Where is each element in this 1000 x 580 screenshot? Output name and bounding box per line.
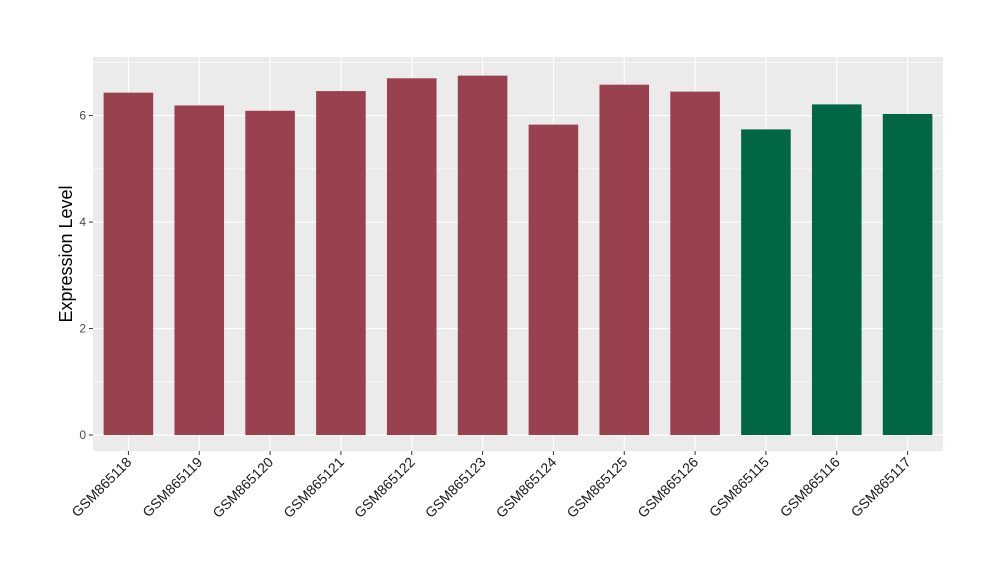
x-tick-label: GSM865119: [139, 454, 205, 520]
bar-gsm865122: [386, 78, 437, 436]
x-tick-label: GSM865115: [706, 454, 772, 520]
y-tick-label: 4: [79, 215, 86, 229]
y-axis-title: Expression Level: [56, 185, 76, 322]
x-tick-label: GSM865125: [563, 454, 630, 521]
bar-gsm865124: [528, 124, 579, 436]
x-tick-label: GSM865123: [422, 454, 489, 521]
bar-gsm865119: [174, 105, 225, 436]
bar-gsm865121: [316, 91, 366, 436]
x-tick-label: GSM865122: [351, 454, 418, 521]
panel-background: [93, 57, 943, 451]
bar-gsm865126: [670, 91, 720, 436]
x-tick-label: GSM865124: [493, 454, 560, 521]
x-tick-label: GSM865126: [634, 454, 701, 521]
y-tick-label: 2: [79, 322, 86, 336]
y-tick-label: 0: [79, 428, 86, 442]
x-tick-label: GSM865118: [68, 454, 134, 520]
bar-gsm865116: [811, 104, 862, 436]
x-tick-label: GSM865117: [848, 454, 914, 520]
bar-gsm865120: [245, 110, 295, 436]
x-tick-label: GSM865121: [280, 454, 347, 521]
bar-gsm865117: [882, 113, 933, 436]
bar-gsm865118: [103, 92, 154, 436]
x-tick-label: GSM865120: [209, 454, 276, 521]
bar-gsm865115: [741, 129, 791, 436]
x-tick-label: GSM865116: [777, 454, 843, 520]
bar-gsm865125: [599, 84, 650, 436]
y-tick-label: 6: [79, 109, 86, 123]
bar-gsm865123: [457, 75, 508, 436]
plot-panel: [93, 57, 943, 451]
bars: [103, 75, 933, 436]
